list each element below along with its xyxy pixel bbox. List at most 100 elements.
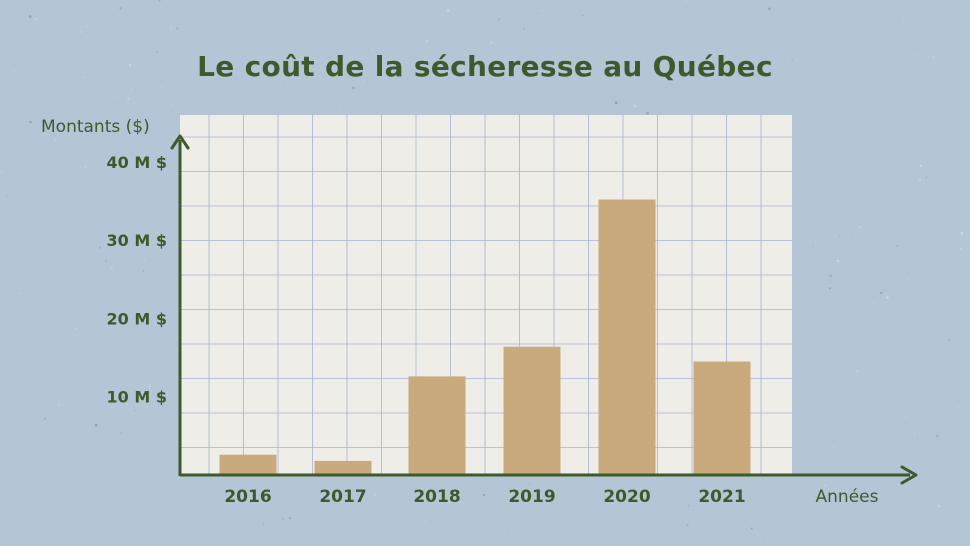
texture-speck (13, 70, 15, 72)
texture-speck (614, 101, 618, 105)
texture-speck (948, 339, 950, 341)
texture-speck (935, 3, 938, 5)
texture-speck (138, 131, 140, 134)
texture-speck (176, 27, 179, 30)
x-axis-arrow-icon (900, 465, 918, 485)
texture-speck (791, 59, 793, 62)
texture-speck (821, 409, 824, 412)
texture-speck (935, 434, 939, 438)
texture-speck (155, 50, 158, 53)
texture-speck (623, 512, 625, 514)
texture-speck (129, 394, 131, 397)
texture-speck (86, 25, 89, 27)
texture-speck (643, 501, 645, 503)
texture-speck (523, 27, 525, 30)
texture-speck (916, 437, 919, 439)
texture-speck (83, 76, 86, 79)
texture-speck (373, 493, 376, 496)
texture-speck (932, 56, 935, 59)
texture-speck (750, 527, 753, 530)
y-tick-label: 40 M $ (107, 153, 167, 172)
texture-speck (5, 195, 8, 198)
axes (170, 134, 918, 485)
bar-2020 (598, 199, 656, 475)
y-tick-label: 30 M $ (107, 231, 167, 250)
x-tick-labels: 2016 2017 2018 2019 2020 2021 (224, 487, 745, 507)
texture-speck (2, 261, 4, 263)
texture-speck (84, 165, 87, 168)
texture-speck (720, 71, 722, 73)
y-axis-arrow-icon (170, 134, 190, 150)
texture-speck (172, 103, 174, 106)
texture-speck (643, 57, 646, 61)
texture-speck (140, 530, 142, 532)
texture-speck (328, 56, 331, 59)
texture-speck (736, 113, 739, 115)
texture-speck (960, 231, 964, 235)
texture-speck (855, 393, 857, 395)
texture-speck (634, 104, 637, 108)
texture-speck (537, 12, 539, 14)
texture-speck (213, 64, 215, 66)
x-tick-label: 2021 (698, 487, 745, 507)
bar-2017 (314, 460, 372, 475)
texture-speck (478, 15, 481, 17)
texture-speck (823, 484, 827, 487)
texture-speck (425, 39, 429, 43)
texture-speck (446, 9, 450, 13)
texture-speck (134, 409, 137, 412)
texture-speck (656, 506, 658, 508)
texture-speck (808, 98, 810, 100)
chart-title: Le coût de la sécheresse au Québec (197, 50, 773, 83)
texture-speck (847, 91, 849, 92)
texture-speck (866, 310, 868, 311)
texture-speck (861, 187, 863, 189)
texture-speck (809, 406, 812, 410)
texture-speck (169, 367, 171, 369)
x-axis-title: Années (816, 487, 879, 507)
texture-speck (154, 71, 157, 75)
texture-speck (960, 359, 962, 361)
texture-speck (829, 287, 831, 289)
texture-speck (105, 260, 107, 262)
texture-speck (68, 120, 70, 122)
texture-speck (262, 523, 265, 526)
texture-speck (885, 296, 889, 299)
y-tick-label: 20 M $ (107, 310, 167, 329)
texture-speck (902, 17, 906, 20)
texture-speck (581, 14, 584, 17)
texture-speck (579, 57, 581, 58)
texture-speck (892, 91, 894, 93)
texture-speck (707, 58, 710, 61)
texture-speck (352, 86, 355, 90)
texture-speck (829, 274, 832, 277)
texture-speck (282, 517, 285, 520)
x-tick-label: 2020 (603, 487, 650, 507)
texture-speck (959, 247, 963, 251)
texture-speck (430, 521, 432, 523)
texture-speck (148, 385, 151, 388)
texture-speck (127, 97, 130, 100)
texture-speck (58, 404, 60, 406)
texture-speck (134, 88, 136, 90)
texture-speck (914, 48, 916, 50)
texture-speck (142, 179, 144, 181)
texture-speck (114, 103, 116, 105)
texture-speck (1, 171, 3, 174)
y-tick-label: 10 M $ (107, 388, 167, 407)
texture-speck (528, 484, 530, 486)
texture-speck (768, 7, 771, 10)
texture-speck (852, 234, 853, 236)
texture-speck (143, 259, 146, 262)
y-axis-title: Montants ($) (41, 117, 150, 137)
texture-speck (887, 62, 890, 66)
texture-speck (833, 440, 835, 441)
x-tick-label: 2019 (508, 487, 555, 507)
texture-speck (298, 35, 300, 37)
texture-speck (646, 112, 649, 115)
texture-speck (551, 100, 553, 102)
texture-speck (160, 80, 162, 82)
texture-speck (845, 231, 847, 233)
texture-speck (918, 178, 922, 181)
texture-speck (925, 176, 928, 179)
